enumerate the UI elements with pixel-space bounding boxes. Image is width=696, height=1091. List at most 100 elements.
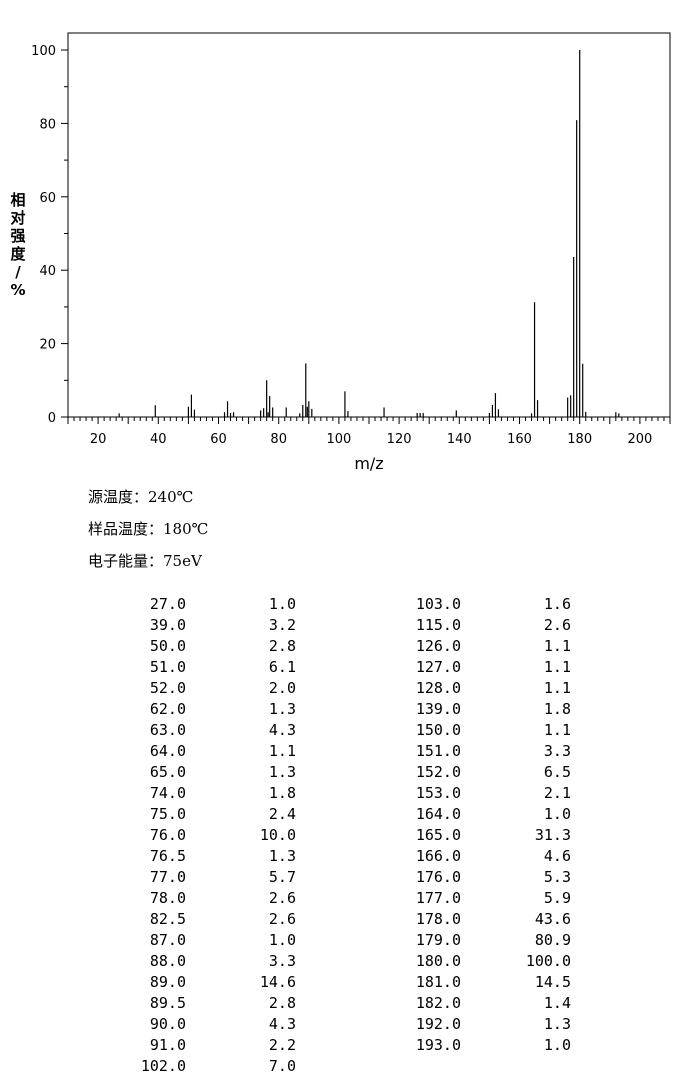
intensity-value: 3.2	[268, 616, 296, 634]
x-axis-ticks: 20 40 60 80 100 120 140 160 180 200	[67, 417, 671, 447]
mz-value: 177.0	[415, 889, 461, 907]
mz-value: 27.0	[149, 595, 186, 613]
mz-value: 180.0	[415, 952, 461, 970]
mz-value: 50.0	[149, 637, 186, 655]
mz-value: 128.0	[415, 679, 461, 697]
table-row: 180.0 100.0	[395, 952, 585, 973]
mz-value: 179.0	[415, 931, 461, 949]
mz-value: 52.0	[149, 679, 186, 697]
intensity-value: 5.7	[268, 868, 296, 886]
intensity-value: 3.3	[268, 952, 296, 970]
intensity-value: 100.0	[525, 952, 571, 970]
mz-value: 89.0	[149, 973, 186, 991]
intensity-value: 1.1	[543, 637, 571, 655]
table-row: 74.0 1.8	[120, 784, 310, 805]
mz-value: 151.0	[415, 742, 461, 760]
intensity-value: 4.6	[543, 847, 571, 865]
table-row: 76.0 10.0	[120, 826, 310, 847]
mz-value: 193.0	[415, 1036, 461, 1054]
intensity-value: 2.6	[268, 910, 296, 928]
intensity-value: 1.0	[543, 805, 571, 823]
mz-value: 126.0	[415, 637, 461, 655]
x-tick-label: 100	[326, 432, 351, 447]
intensity-value: 2.1	[543, 784, 571, 802]
intensity-value: 10.0	[259, 826, 296, 844]
intensity-value: 4.3	[268, 1015, 296, 1033]
y-axis-label-char: %	[10, 281, 25, 299]
table-row: 89.0 14.6	[120, 973, 310, 994]
intensity-value: 1.1	[543, 658, 571, 676]
y-axis-label-char: 度	[10, 245, 26, 263]
table-row: 27.0 1.0	[120, 595, 310, 616]
intensity-value: 5.3	[543, 868, 571, 886]
intensity-value: 1.0	[268, 595, 296, 613]
table-row: 128.0 1.1	[395, 679, 585, 700]
table-row: 64.0 1.1	[120, 742, 310, 763]
x-tick-label: 80	[270, 432, 287, 447]
table-row: 63.0 4.3	[120, 721, 310, 742]
table-row: 153.0 2.1	[395, 784, 585, 805]
table-row: 176.0 5.3	[395, 868, 585, 889]
intensity-value: 1.1	[268, 742, 296, 760]
intensity-value: 14.6	[259, 973, 296, 991]
table-row: 39.0 3.2	[120, 616, 310, 637]
table-row: 166.0 4.6	[395, 847, 585, 868]
table-row: 88.0 3.3	[120, 952, 310, 973]
table-row: 103.0 1.6	[395, 595, 585, 616]
intensity-value: 1.1	[543, 721, 571, 739]
mz-value: 181.0	[415, 973, 461, 991]
y-axis-label-char: /	[15, 263, 21, 281]
table-row: 89.5 2.8	[120, 994, 310, 1015]
y-axis-label-char: 强	[10, 227, 25, 245]
intensity-value: 2.6	[268, 889, 296, 907]
table-row: 150.0 1.1	[395, 721, 585, 742]
mz-value: 178.0	[415, 910, 461, 928]
mz-value: 165.0	[415, 826, 461, 844]
intensity-value: 2.0	[268, 679, 296, 697]
table-row: 52.0 2.0	[120, 679, 310, 700]
x-tick-label: 60	[210, 432, 227, 447]
intensity-value: 2.4	[268, 805, 296, 823]
mz-value: 65.0	[149, 763, 186, 781]
mz-value: 127.0	[415, 658, 461, 676]
intensity-value: 7.0	[268, 1057, 296, 1075]
table-row: 178.0 43.6	[395, 910, 585, 931]
table-row: 165.0 31.3	[395, 826, 585, 847]
mz-value: 77.0	[149, 868, 186, 886]
mass-spectrum-chart: 20 40 60 80 100 120 140 160 180 200 020406080100 …	[10, 32, 671, 473]
mz-value: 51.0	[149, 658, 186, 676]
electron-energy: 电子能量：75eV	[88, 552, 202, 570]
mz-value: 76.0	[149, 826, 186, 844]
mz-value: 87.0	[149, 931, 186, 949]
x-tick-label: 180	[567, 432, 592, 447]
mz-value: 153.0	[415, 784, 461, 802]
table-row: 152.0 6.5	[395, 763, 585, 784]
mz-value: 63.0	[149, 721, 186, 739]
intensity-value: 14.5	[534, 973, 571, 991]
x-tick-label: 140	[447, 432, 472, 447]
intensity-value: 2.8	[268, 637, 296, 655]
table-row: 50.0 2.8	[120, 637, 310, 658]
y-tick-label: 20	[39, 338, 56, 353]
table-row: 62.0 1.3	[120, 700, 310, 721]
x-tick-label: 200	[627, 432, 652, 447]
mz-value: 150.0	[415, 721, 461, 739]
mz-value: 115.0	[415, 616, 461, 634]
table-row: 193.0 1.0	[395, 1036, 585, 1057]
table-row: 127.0 1.1	[395, 658, 585, 679]
y-axis-label-char: 对	[10, 209, 25, 227]
x-tick-label: 160	[507, 432, 532, 447]
intensity-value: 1.6	[543, 595, 571, 613]
table-row: 102.0 7.0	[120, 1057, 310, 1078]
mz-value: 91.0	[149, 1036, 186, 1054]
peak-bars	[118, 50, 620, 417]
table-row: 177.0 5.9	[395, 889, 585, 910]
mz-value: 102.0	[140, 1057, 186, 1075]
mz-value: 166.0	[415, 847, 461, 865]
table-row: 181.0 14.5	[395, 973, 585, 994]
mz-value: 139.0	[415, 700, 461, 718]
mz-value: 103.0	[415, 595, 461, 613]
y-axis-label-char: 相	[10, 191, 25, 209]
intensity-value: 4.3	[268, 721, 296, 739]
